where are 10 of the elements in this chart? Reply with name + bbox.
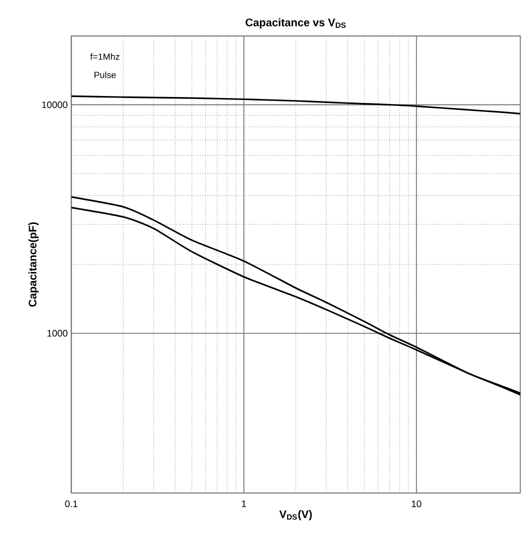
chart-title: Capacitance vs V$_{DS}$ <box>245 18 346 28</box>
y-tick-label: 10000 <box>42 101 68 108</box>
x-tick-label: 0.1 <box>64 500 78 508</box>
annotation: f=1Mhz <box>90 53 120 60</box>
text: V$_{DS}$(V) <box>279 510 312 520</box>
y-tick-label: 1000 <box>47 330 68 337</box>
x-tick-label: 1 <box>242 500 246 508</box>
annotation: Pulse <box>94 72 116 78</box>
y-axis-title: Capacitance(pF) <box>28 222 38 307</box>
x-tick-label: 10 <box>412 500 422 508</box>
